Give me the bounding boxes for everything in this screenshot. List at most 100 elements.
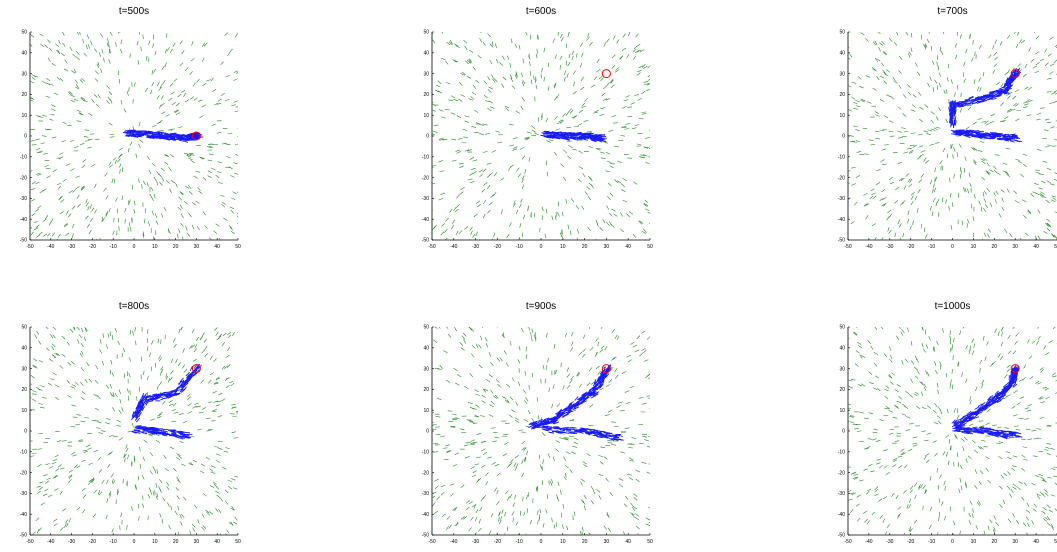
trail-dash: [187, 372, 192, 378]
field-arrow: [469, 58, 473, 63]
field-arrow: [849, 509, 854, 513]
y-tick-label: -10: [838, 450, 845, 456]
field-arrow: [154, 469, 157, 474]
field-arrow: [30, 474, 31, 476]
field-arrow: [474, 516, 478, 522]
field-arrow: [30, 455, 35, 457]
field-arrow: [640, 156, 646, 159]
field-arrow: [228, 381, 234, 383]
x-tick-label: -50: [844, 539, 851, 545]
field-arrow: [927, 82, 930, 88]
field-arrow: [932, 183, 935, 188]
field-arrow: [578, 150, 583, 154]
field-arrow: [40, 43, 45, 47]
trail-dash: [179, 388, 184, 393]
y-tick-label: 30: [423, 366, 429, 372]
field-arrow: [606, 205, 610, 210]
field-arrow: [508, 462, 513, 467]
field-arrow: [1000, 83, 1004, 88]
field-arrow: [972, 121, 977, 125]
field-arrow: [921, 327, 924, 331]
field-arrow: [34, 334, 38, 339]
field-arrow: [110, 99, 113, 104]
trail-dash: [1013, 67, 1017, 74]
field-arrow: [908, 183, 913, 188]
field-arrow: [465, 60, 469, 65]
trail-dash: [618, 438, 624, 441]
field-arrow: [432, 182, 436, 185]
field-arrow: [158, 355, 162, 360]
field-arrow: [922, 348, 926, 353]
field-arrow: [35, 386, 41, 390]
field-arrow: [47, 382, 53, 386]
field-arrow: [231, 104, 236, 107]
field-arrow: [923, 383, 927, 388]
field-arrow: [33, 358, 38, 362]
trail-dash: [560, 132, 567, 135]
field-arrow: [632, 344, 638, 348]
trail-dash: [181, 379, 185, 385]
field-arrow: [55, 43, 60, 47]
field-arrow: [526, 131, 532, 134]
field-arrow: [948, 439, 951, 444]
field-arrow: [434, 367, 440, 370]
field-arrow: [46, 347, 50, 352]
field-arrow: [42, 188, 47, 192]
field-arrow: [47, 494, 53, 498]
trail-dash: [156, 393, 162, 397]
field-arrow: [200, 379, 204, 384]
field-arrow: [589, 533, 591, 535]
trail-dash: [546, 422, 552, 424]
field-arrow: [969, 500, 973, 505]
field-arrow: [129, 141, 133, 146]
field-arrow: [233, 70, 238, 73]
field-arrow: [636, 525, 640, 530]
field-arrow: [471, 345, 476, 349]
field-arrow: [212, 391, 217, 394]
field-arrow: [477, 478, 482, 482]
field-arrow: [196, 78, 200, 83]
y-tick-label: -30: [422, 196, 429, 202]
field-arrow: [201, 526, 205, 531]
field-arrow: [596, 68, 601, 73]
y-tick-label: 0: [426, 429, 429, 435]
field-arrow: [627, 32, 631, 37]
field-arrow: [168, 400, 173, 403]
field-arrow: [42, 493, 48, 496]
field-arrow: [861, 383, 866, 387]
field-arrow: [164, 153, 169, 157]
field-arrow: [179, 62, 184, 67]
field-arrow: [630, 512, 635, 515]
field-arrow: [216, 102, 222, 105]
field-arrow: [108, 161, 112, 166]
field-arrow: [175, 182, 178, 188]
field-arrow: [156, 81, 160, 87]
field-arrow: [116, 424, 121, 427]
field-arrow: [516, 72, 518, 78]
trail-dash: [1008, 84, 1013, 90]
field-arrow: [459, 428, 465, 431]
field-arrow: [43, 474, 48, 477]
field-arrow: [1046, 180, 1051, 184]
field-arrow: [86, 34, 90, 39]
field-arrow: [476, 478, 480, 483]
field-arrow: [1022, 199, 1027, 203]
field-arrow: [479, 37, 482, 43]
trail-dash: [186, 378, 191, 383]
field-arrow: [464, 115, 470, 118]
field-arrow: [905, 429, 911, 432]
field-arrow: [907, 210, 910, 215]
field-arrow: [938, 72, 942, 77]
field-arrow: [37, 173, 42, 176]
trail-dash: [152, 135, 159, 138]
field-arrow: [493, 192, 497, 197]
field-arrow: [31, 393, 37, 395]
field-arrow: [67, 441, 73, 443]
field-arrow: [886, 216, 890, 221]
field-arrow: [982, 71, 985, 77]
field-arrow: [138, 121, 141, 127]
trail-dash: [581, 394, 586, 399]
panel-6: t=1000s-50-40-30-20-1001020304050-50-40-…: [838, 301, 1057, 545]
field-arrow: [121, 407, 124, 412]
field-arrow: [88, 378, 93, 383]
